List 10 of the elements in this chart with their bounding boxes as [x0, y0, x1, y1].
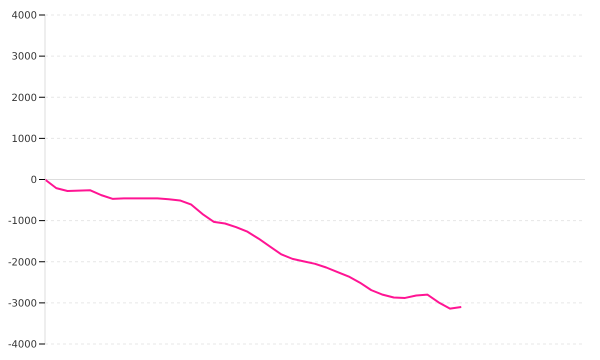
line-series: [45, 178, 462, 310]
y-tick-label: 4000: [12, 10, 37, 22]
y-tick-label: -3000: [8, 298, 37, 310]
y-tick-label: -2000: [8, 257, 37, 268]
y-tick-label: -1000: [8, 216, 37, 228]
y-tick-label: -4000: [8, 340, 37, 351]
y-tick-label: 0: [30, 175, 37, 186]
y-tick-label: 2000: [12, 92, 37, 104]
y-tick-label: 3000: [12, 52, 37, 63]
y-tick-label: 1000: [12, 134, 37, 145]
